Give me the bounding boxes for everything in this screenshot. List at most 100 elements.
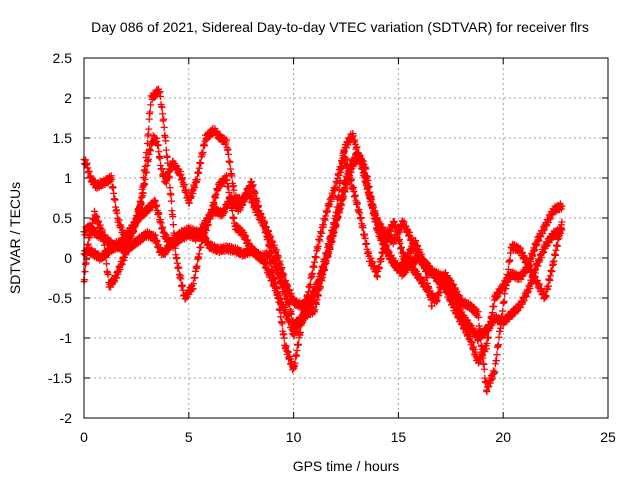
data-point [210, 199, 218, 207]
data-point [175, 264, 183, 272]
y-tick-label: 1 [64, 170, 72, 186]
data-point [337, 163, 345, 171]
data-point [104, 271, 112, 279]
data-point [493, 351, 501, 359]
data-point [197, 159, 205, 167]
data-point [139, 181, 147, 189]
data-point [141, 175, 149, 183]
y-tick-label: 2 [64, 90, 72, 106]
data-point [146, 108, 154, 116]
data-point [226, 194, 234, 202]
data-point [159, 110, 167, 118]
data-point [156, 154, 164, 162]
x-tick-label: 10 [286, 429, 302, 445]
data-point [158, 103, 166, 111]
data-point [273, 284, 281, 292]
data-point [157, 219, 165, 227]
plot-frame [83, 57, 609, 419]
data-point [193, 262, 201, 270]
y-tick-label: 2.5 [53, 50, 73, 66]
data-point [367, 195, 375, 203]
data-point [361, 234, 369, 242]
data-point [381, 241, 389, 249]
data-point [375, 264, 383, 272]
data-point [308, 270, 316, 278]
y-tick-label: 1.5 [53, 130, 73, 146]
data-point [130, 227, 138, 235]
data-point [314, 242, 322, 250]
data-point [154, 141, 162, 149]
data-point [354, 200, 362, 208]
data-point [162, 137, 170, 145]
data-point [111, 196, 119, 204]
data-points [80, 85, 566, 396]
data-point [155, 210, 163, 218]
data-point [276, 306, 284, 314]
data-point [319, 263, 327, 271]
data-point [342, 156, 350, 164]
data-point [311, 306, 319, 314]
data-point [103, 260, 111, 268]
data-point [81, 268, 89, 276]
data-point [193, 176, 201, 184]
data-point [177, 275, 185, 283]
x-tick-label: 0 [80, 429, 88, 445]
data-point [544, 282, 552, 290]
data-point [102, 253, 110, 261]
data-point [558, 202, 566, 210]
data-point [197, 244, 205, 252]
data-point [394, 230, 402, 238]
data-point [226, 158, 234, 166]
data-point [171, 244, 179, 252]
data-point [230, 186, 238, 194]
data-point [486, 321, 494, 329]
data-point [164, 159, 172, 167]
data-point [553, 242, 561, 250]
data-point [109, 184, 117, 192]
data-point [84, 240, 92, 248]
data-point [280, 271, 288, 279]
data-point [141, 162, 149, 170]
y-tick-label: -1 [60, 330, 73, 346]
data-point [377, 254, 385, 262]
x-axis-label: GPS time / hours [293, 458, 400, 474]
data-point [542, 292, 550, 300]
data-point [370, 209, 378, 217]
series-track-d [80, 85, 566, 396]
data-point [162, 146, 170, 154]
data-point [497, 324, 505, 332]
data-point [357, 214, 365, 222]
data-point [191, 274, 199, 282]
data-point [550, 257, 558, 265]
data-point [228, 206, 236, 214]
data-point [195, 250, 203, 258]
data-point [160, 115, 168, 123]
data-point [291, 359, 299, 367]
data-point [166, 184, 174, 192]
y-tick-label: 0 [64, 250, 72, 266]
data-point [392, 221, 400, 229]
y-tick-label: -0.5 [48, 290, 72, 306]
data-point [137, 200, 145, 208]
data-point [280, 334, 288, 342]
data-point [306, 280, 314, 288]
data-point [491, 368, 499, 376]
data-point [147, 101, 155, 109]
data-point [251, 189, 259, 197]
x-tick-label: 5 [185, 429, 193, 445]
data-point [477, 334, 485, 342]
data-point [318, 229, 326, 237]
data-point [293, 346, 301, 354]
data-point [494, 341, 502, 349]
data-point [490, 302, 498, 310]
data-point [171, 235, 179, 243]
data-point [359, 163, 367, 171]
data-point [480, 365, 488, 373]
data-point [140, 173, 148, 181]
data-point [167, 197, 175, 205]
data-point [165, 174, 173, 182]
data-point [100, 241, 108, 249]
data-point [274, 253, 282, 261]
data-point [506, 256, 514, 264]
data-point [145, 125, 153, 133]
